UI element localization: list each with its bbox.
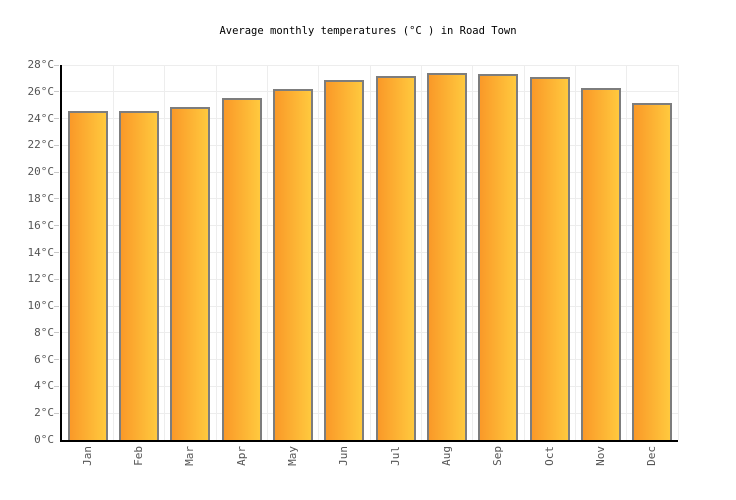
bar-nov [581, 87, 621, 440]
y-tick-label: 12°C [27, 272, 55, 286]
bar-sep [478, 74, 519, 440]
y-tick-label: 26°C [27, 84, 55, 98]
x-tick-label: Mar [183, 446, 197, 466]
y-tick-label: 0°C [34, 433, 54, 446]
bar-apr [221, 98, 262, 440]
x-gridline [574, 65, 576, 440]
x-tick-label: Aug [440, 446, 453, 466]
y-axis-tick [54, 305, 59, 307]
y-axis-tick [54, 144, 59, 146]
y-tick-label: 4°C [34, 379, 54, 393]
x-gridline [626, 65, 628, 440]
x-tick-label: Jun [337, 446, 351, 466]
x-gridline [164, 65, 166, 440]
y-axis-tick [54, 64, 59, 66]
bar-feb [119, 110, 159, 440]
bar-may [273, 89, 313, 440]
x-tick-label: Feb [132, 446, 145, 466]
bar-aug [427, 73, 467, 440]
y-tick-label: 20°C [27, 165, 55, 179]
y-axis-line [60, 65, 62, 442]
y-tick-label: 8°C [34, 325, 54, 339]
x-tick-label: Sep [491, 446, 505, 466]
x-gridline [318, 65, 320, 440]
x-tick-label: Apr [234, 446, 248, 466]
bar-jul [375, 75, 416, 440]
y-tick-label: 2°C [34, 406, 54, 420]
y-tick-label: 10°C [27, 299, 55, 313]
y-tick-label: 18°C [27, 191, 55, 205]
y-axis-tick [54, 332, 59, 334]
x-gridline [369, 65, 371, 440]
y-tick-label: 16°C [27, 218, 55, 232]
bar-dec [632, 102, 673, 440]
x-axis-line [60, 440, 678, 442]
y-tick-label: 22°C [27, 138, 55, 152]
x-gridline [420, 65, 422, 440]
y-axis-tick [54, 412, 59, 414]
x-tick-label: Jul [388, 446, 402, 466]
x-gridline [266, 65, 268, 440]
y-axis-tick [54, 198, 59, 200]
y-axis-tick [54, 278, 59, 280]
y-axis-tick [54, 118, 59, 120]
bar-jan [67, 110, 108, 440]
bar-mar [170, 106, 211, 440]
y-tick-label: 14°C [27, 245, 55, 259]
x-tick-label: Oct [542, 446, 556, 466]
y-axis-tick [54, 359, 59, 361]
x-gridline [523, 65, 525, 440]
x-tick-label: Jan [80, 446, 94, 466]
y-axis-tick [54, 385, 59, 387]
y-axis-tick [54, 91, 59, 93]
x-tick-label: Dec [645, 446, 659, 466]
y-tick-label: 24°C [27, 111, 55, 125]
y-axis-tick [54, 225, 59, 227]
x-gridline [677, 65, 679, 440]
x-tick-label: Nov [594, 446, 607, 466]
y-axis-tick [54, 171, 59, 173]
x-gridline [472, 65, 474, 440]
x-tick-label: May [286, 446, 299, 466]
x-gridline [112, 65, 114, 440]
bar-oct [529, 77, 570, 440]
bar-jun [324, 79, 365, 440]
y-tick-label: 6°C [34, 352, 54, 366]
y-tick-label: 28°C [27, 58, 55, 71]
chart-title: Average monthly temperatures (°C ) in Ro… [219, 25, 517, 37]
x-gridline [215, 65, 217, 440]
y-axis-tick [54, 252, 59, 253]
